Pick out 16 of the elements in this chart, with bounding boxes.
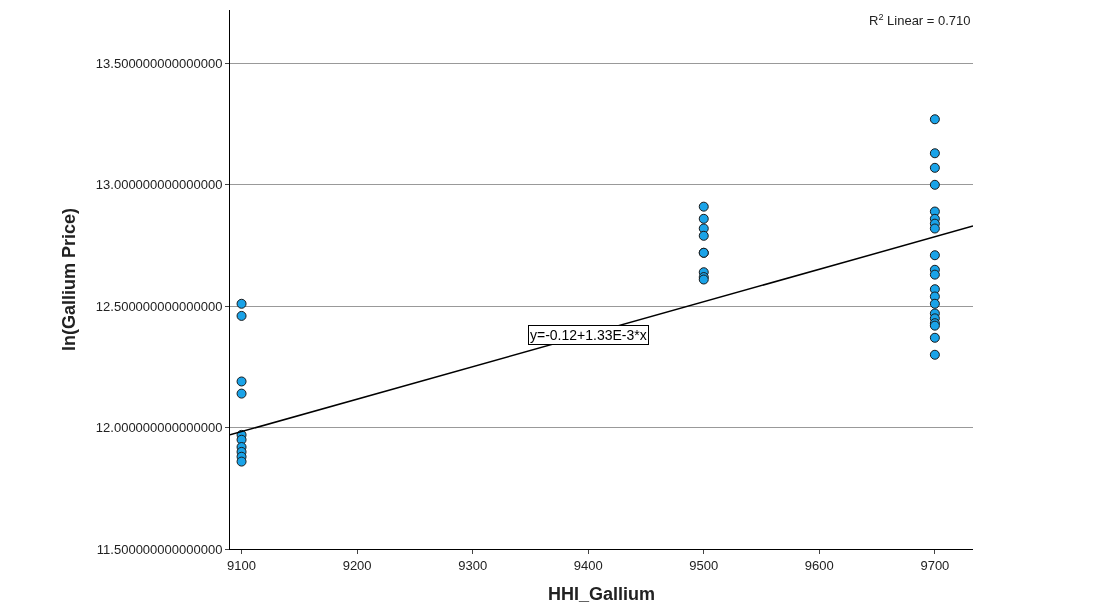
x-tick-label: 9300: [458, 557, 488, 573]
x-tick-label: 9200: [342, 557, 372, 573]
x-tick-label: 9500: [689, 557, 719, 573]
y-tick-label: 13.000000000000000: [95, 177, 223, 193]
y-tick-label: 12.000000000000000: [95, 420, 223, 436]
x-tick-label: 9700: [920, 557, 950, 573]
annotation: y=-0.12+1.33E-3*x: [530, 327, 647, 343]
annotation: R$^{2}$ Linear = 0.710: [869, 12, 971, 29]
x-axis-title: HHI_Gallium: [547, 583, 656, 604]
y-tick-label: 11.500000000000000: [96, 541, 223, 557]
x-tick-label: 9600: [804, 557, 834, 573]
x-tick-label: 9100: [227, 557, 257, 573]
y-tick-label: 12.500000000000000: [95, 298, 223, 314]
y-axis-title: ln(Gallium Price): [59, 207, 80, 352]
y-tick-label: 13.500000000000000: [95, 55, 223, 71]
x-tick-label: 9400: [573, 557, 603, 573]
